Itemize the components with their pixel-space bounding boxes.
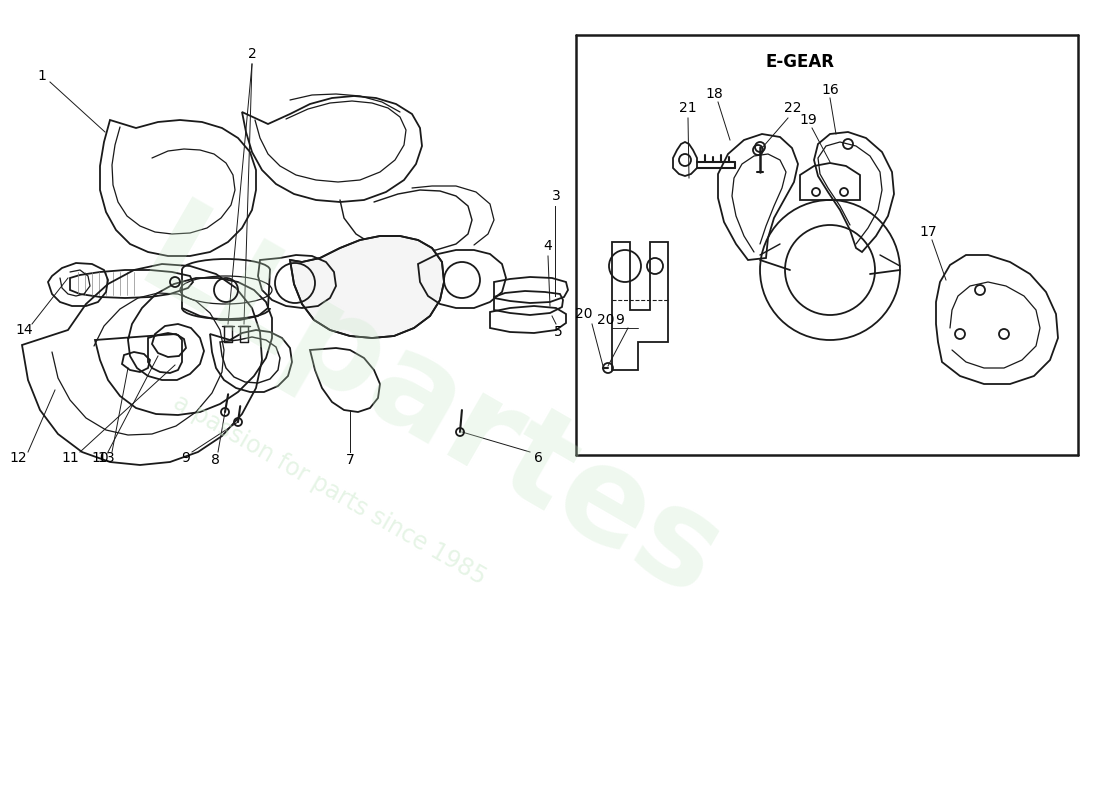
Text: 22: 22 bbox=[784, 101, 802, 115]
Text: 5: 5 bbox=[553, 325, 562, 339]
Polygon shape bbox=[290, 236, 444, 338]
Text: E-GEAR: E-GEAR bbox=[766, 53, 835, 71]
Text: 20: 20 bbox=[597, 313, 615, 327]
Text: 13: 13 bbox=[97, 451, 114, 465]
Text: 12: 12 bbox=[9, 451, 26, 465]
Text: 3: 3 bbox=[551, 189, 560, 203]
Text: a passion for parts since 1985: a passion for parts since 1985 bbox=[169, 390, 491, 590]
Text: 7: 7 bbox=[345, 453, 354, 467]
Text: 14: 14 bbox=[15, 323, 33, 337]
Text: 17: 17 bbox=[920, 225, 937, 239]
Text: 2: 2 bbox=[248, 47, 256, 61]
Text: 6: 6 bbox=[534, 451, 542, 465]
Text: LLpartes: LLpartes bbox=[118, 193, 743, 627]
Text: 21: 21 bbox=[679, 101, 696, 115]
Text: 18: 18 bbox=[705, 87, 723, 101]
Text: 19: 19 bbox=[799, 113, 817, 127]
Text: 8: 8 bbox=[210, 453, 219, 467]
Text: 20: 20 bbox=[575, 307, 593, 321]
Text: 1: 1 bbox=[37, 69, 46, 83]
Text: 9: 9 bbox=[616, 313, 625, 327]
Text: 10: 10 bbox=[91, 451, 109, 465]
Text: 11: 11 bbox=[62, 451, 79, 465]
Text: 16: 16 bbox=[821, 83, 839, 97]
Text: 4: 4 bbox=[543, 239, 552, 253]
Text: 9: 9 bbox=[182, 451, 190, 465]
